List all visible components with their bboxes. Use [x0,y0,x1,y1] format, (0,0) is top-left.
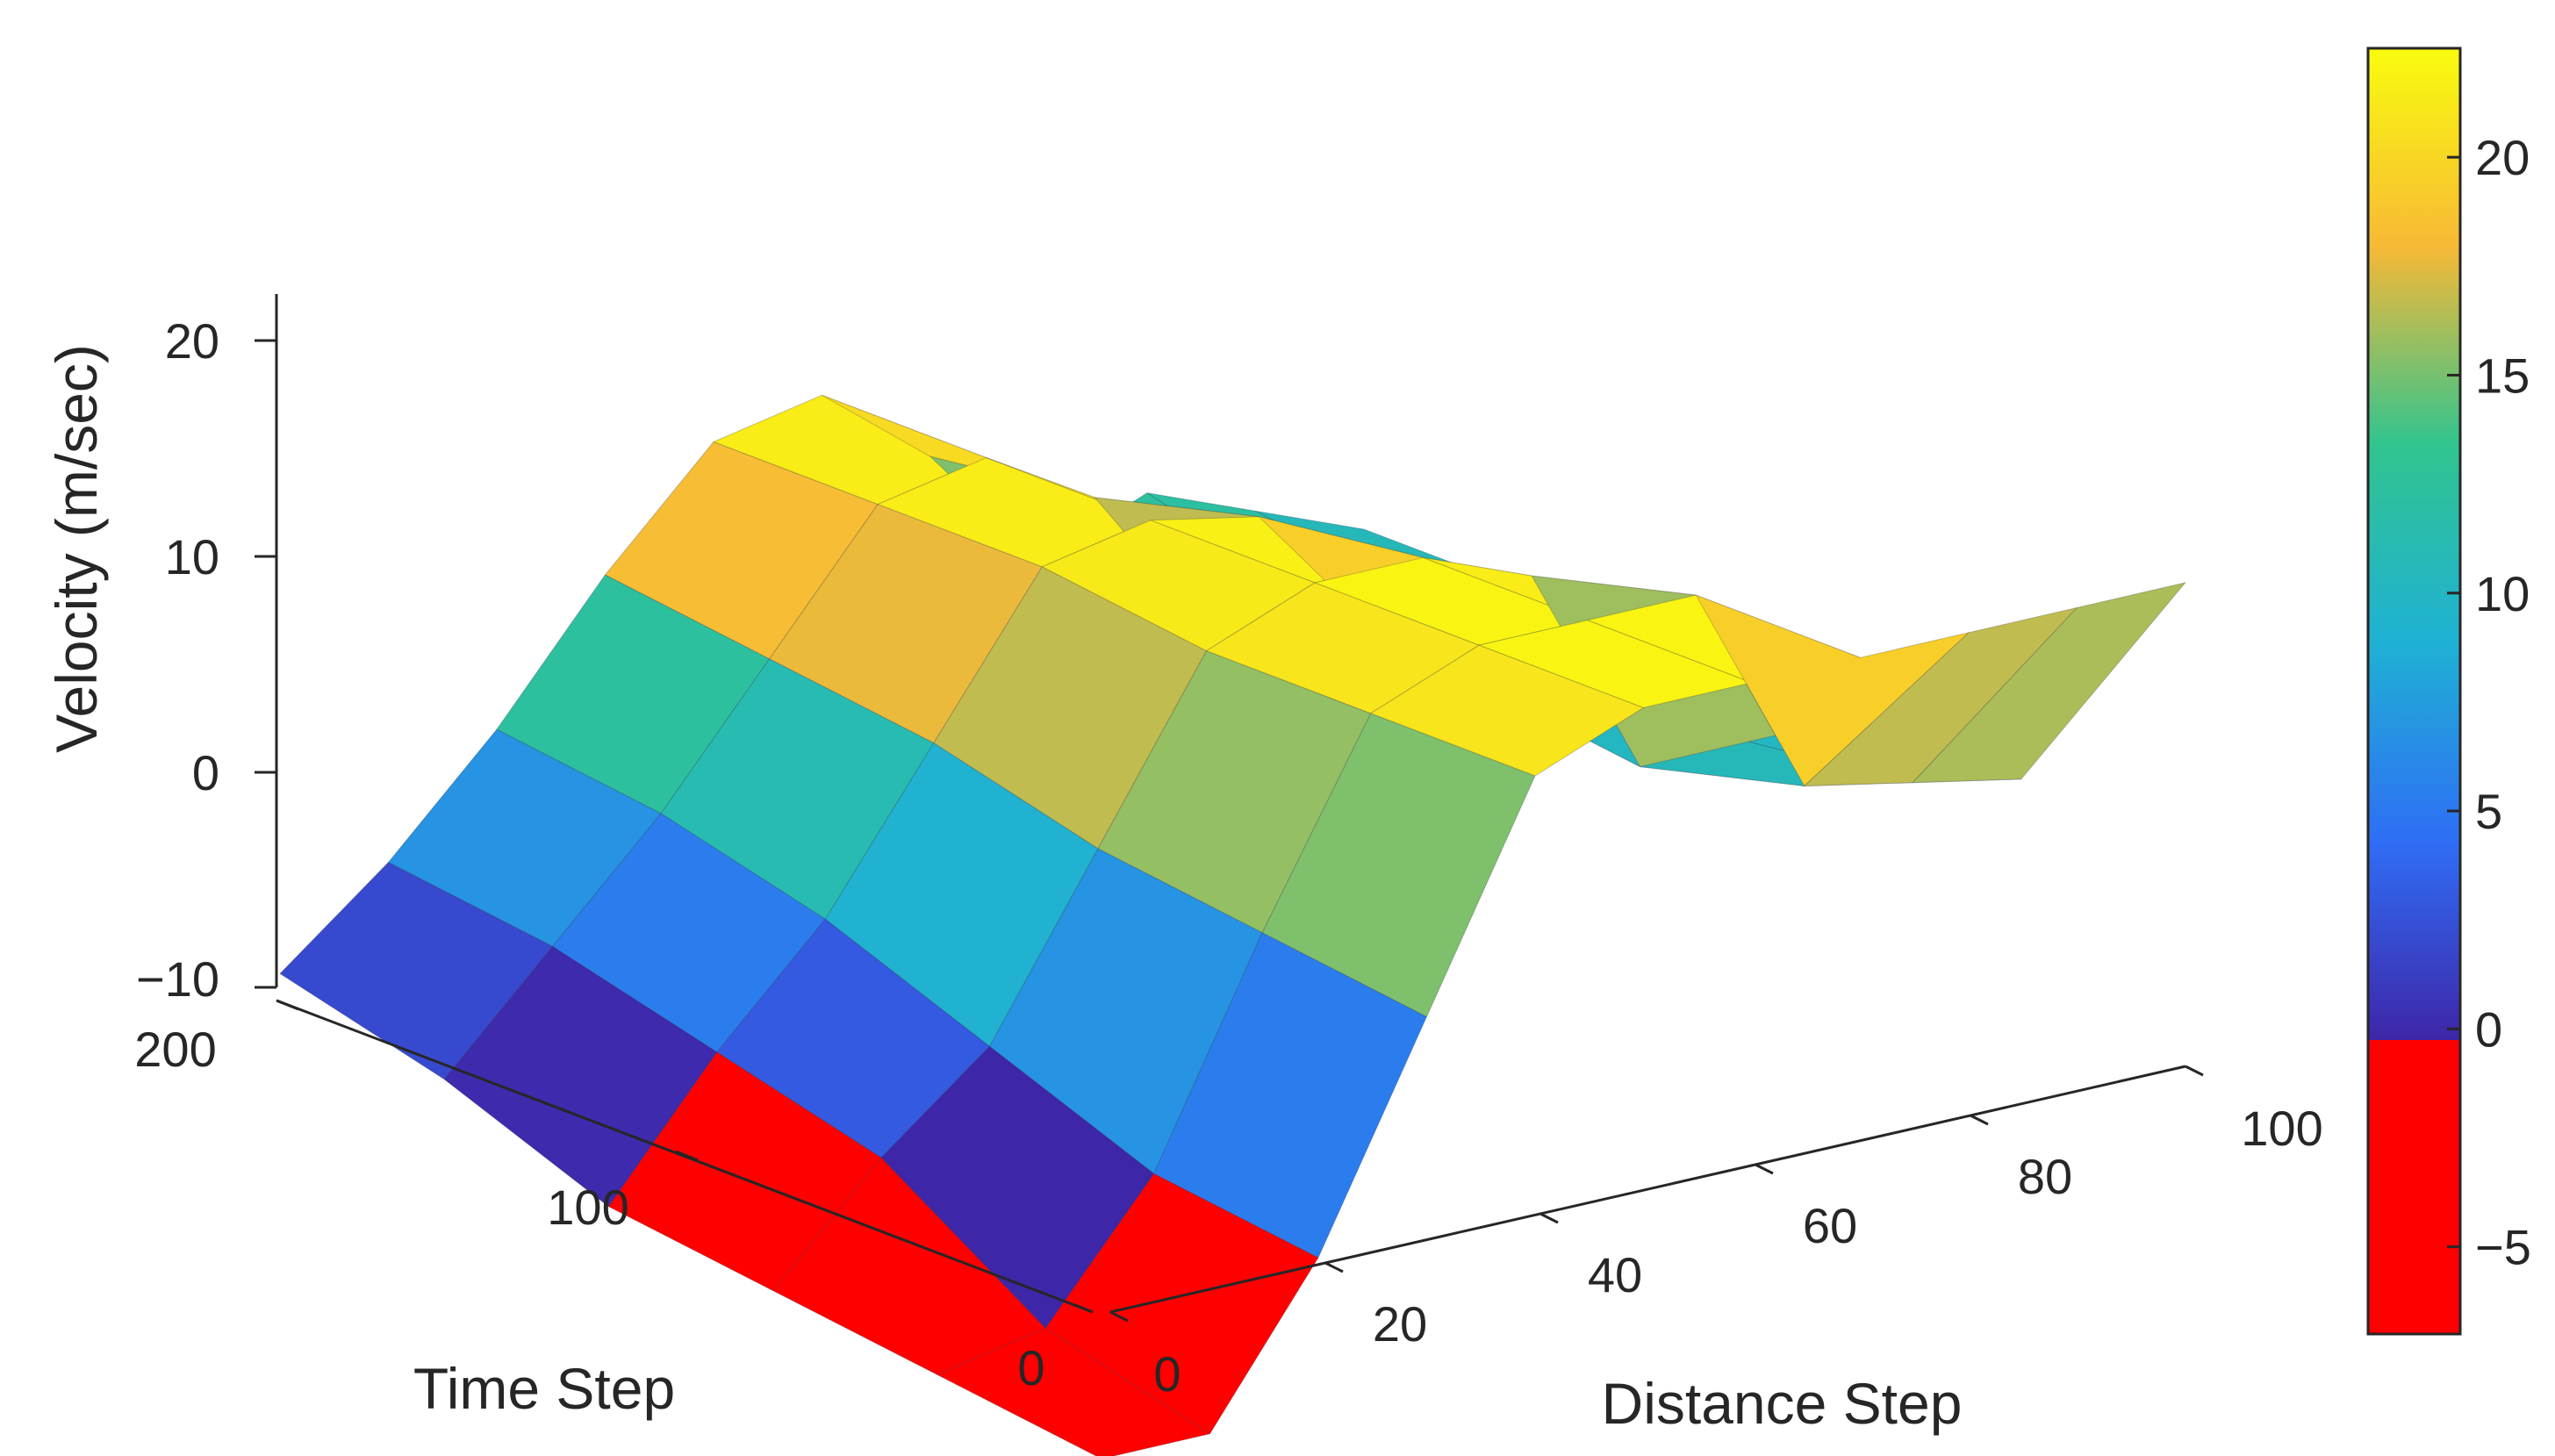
colorbar: −5 0 5 10 15 20 [2366,47,2531,1336]
x-tick-label: 60 [1803,1198,1857,1253]
x-tick-label: 100 [2241,1101,2322,1156]
colorbar-tick-label: 10 [2475,566,2530,621]
x-tick-label: 0 [1153,1346,1181,1402]
x-axis-line [1109,1065,2186,1314]
colorbar-tick-label: −5 [2475,1220,2531,1275]
colorbar-tick-label: 20 [2475,130,2530,185]
colorbar-tick-label: 5 [2475,784,2502,839]
z-tick-label: −10 [136,951,219,1007]
surface-patch [1912,581,2187,784]
z-tick-label: 0 [192,745,219,800]
y-tick-label: 0 [1017,1340,1044,1395]
y-ticks: 200 100 0 [134,999,1094,1395]
x-axis-title: Distance Step [1602,1371,1963,1436]
colorbar-gradient [2368,48,2460,1040]
y-tick-label: 100 [547,1180,628,1235]
z-tick-label: 10 [165,529,219,585]
y-tick-label: 200 [134,1022,216,1077]
velocity-surface [279,394,2187,1456]
z-tick-label: 20 [165,313,219,369]
z-ticks: 20 10 0 −10 [136,313,276,1007]
z-axis-title: Velocity (m/sec) [44,344,109,753]
y-axis-title: Time Step [413,1356,675,1421]
x-tick-label: 20 [1373,1296,1427,1352]
colorbar-frame [2366,47,2462,1336]
x-tick-label: 40 [1588,1247,1642,1302]
x-tick-label: 80 [2018,1149,2072,1204]
colorbar-negative-band [2368,1040,2460,1334]
colorbar-tick-label: 0 [2475,1001,2502,1057]
colorbar-tick-label: 15 [2475,348,2530,403]
x-ticks: 0 20 40 60 80 100 [1109,1065,2323,1402]
